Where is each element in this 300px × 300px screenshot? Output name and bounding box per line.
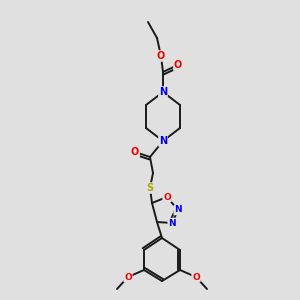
Text: O: O	[124, 272, 132, 281]
Text: O: O	[157, 51, 165, 61]
Text: N: N	[174, 206, 182, 214]
Text: O: O	[131, 147, 139, 157]
Text: S: S	[146, 183, 154, 193]
Text: N: N	[159, 87, 167, 97]
Text: O: O	[163, 193, 171, 202]
Text: N: N	[159, 136, 167, 146]
Text: N: N	[168, 218, 176, 227]
Text: O: O	[174, 60, 182, 70]
Text: O: O	[192, 272, 200, 281]
